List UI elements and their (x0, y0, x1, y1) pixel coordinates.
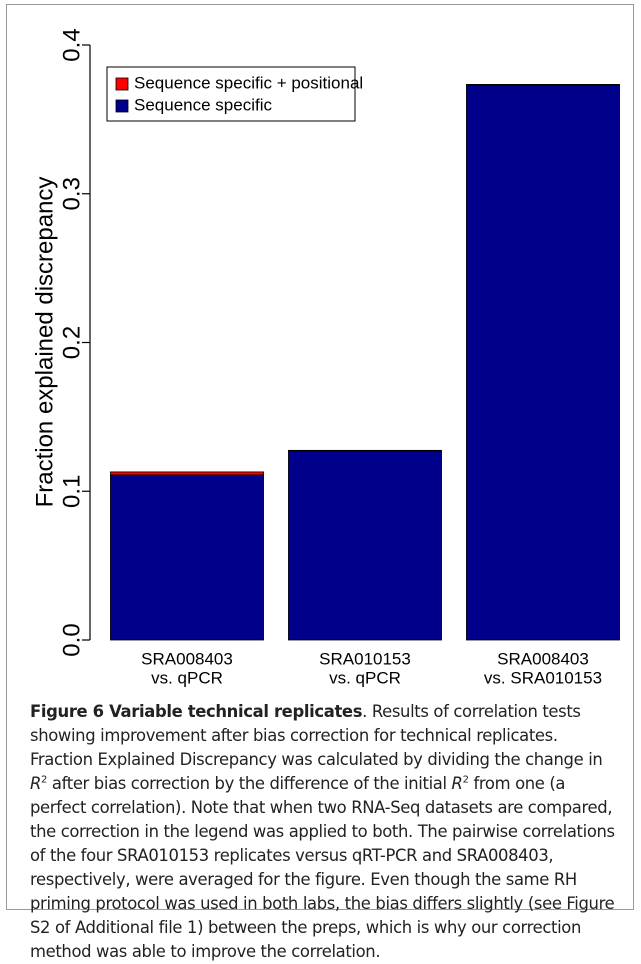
y-tick-label: 0.3 (58, 177, 85, 210)
caption-text: R (451, 774, 463, 793)
caption-text: 2 (462, 774, 469, 786)
legend-label: Sequence specific (134, 95, 272, 114)
legend-label: Sequence specific + positional (134, 73, 363, 92)
bar (466, 84, 620, 86)
caption-text: R (30, 774, 42, 793)
x-tick-label: vs. qPCR (151, 668, 223, 687)
legend-swatch (115, 77, 129, 91)
x-tick-label: vs. SRA010153 (484, 668, 602, 687)
bar (288, 449, 442, 452)
y-axis-label: Fraction explained discrepancy (31, 177, 58, 508)
bar (288, 450, 442, 641)
y-tick-label: 0.2 (58, 326, 85, 359)
bar (466, 84, 620, 641)
page: {"chart_data": {"type": "bar", "stacked"… (6, 4, 634, 961)
x-tick-label: vs. qPCR (329, 668, 401, 687)
y-tick-label: 0.4 (58, 28, 85, 61)
x-tick-label: SRA008403 (497, 649, 589, 668)
caption-label: Figure 6 Variable technical replicates (30, 702, 363, 721)
caption-text: after bias correction by the difference … (47, 774, 452, 793)
caption-text: . Results of correlation tests showing i… (30, 702, 603, 769)
legend-swatch (115, 99, 129, 113)
legend-box (106, 66, 356, 122)
chart: Fraction explained discrepancy 0.0 0.1 0.2… (31, 28, 620, 687)
y-tick-label: 0.0 (58, 623, 85, 656)
caption: Figure 6 Variable technical replicates. … (30, 700, 620, 964)
bar (110, 471, 264, 476)
caption-text: from one (a perfect correlation). Note t… (30, 774, 615, 961)
bar (110, 474, 264, 641)
x-tick-label: SRA008403 (141, 649, 233, 668)
y-tick-label: 0.1 (58, 475, 85, 508)
caption-text: 2 (41, 774, 48, 786)
x-tick-label: SRA010153 (319, 649, 411, 668)
figure-frame (6, 4, 634, 910)
